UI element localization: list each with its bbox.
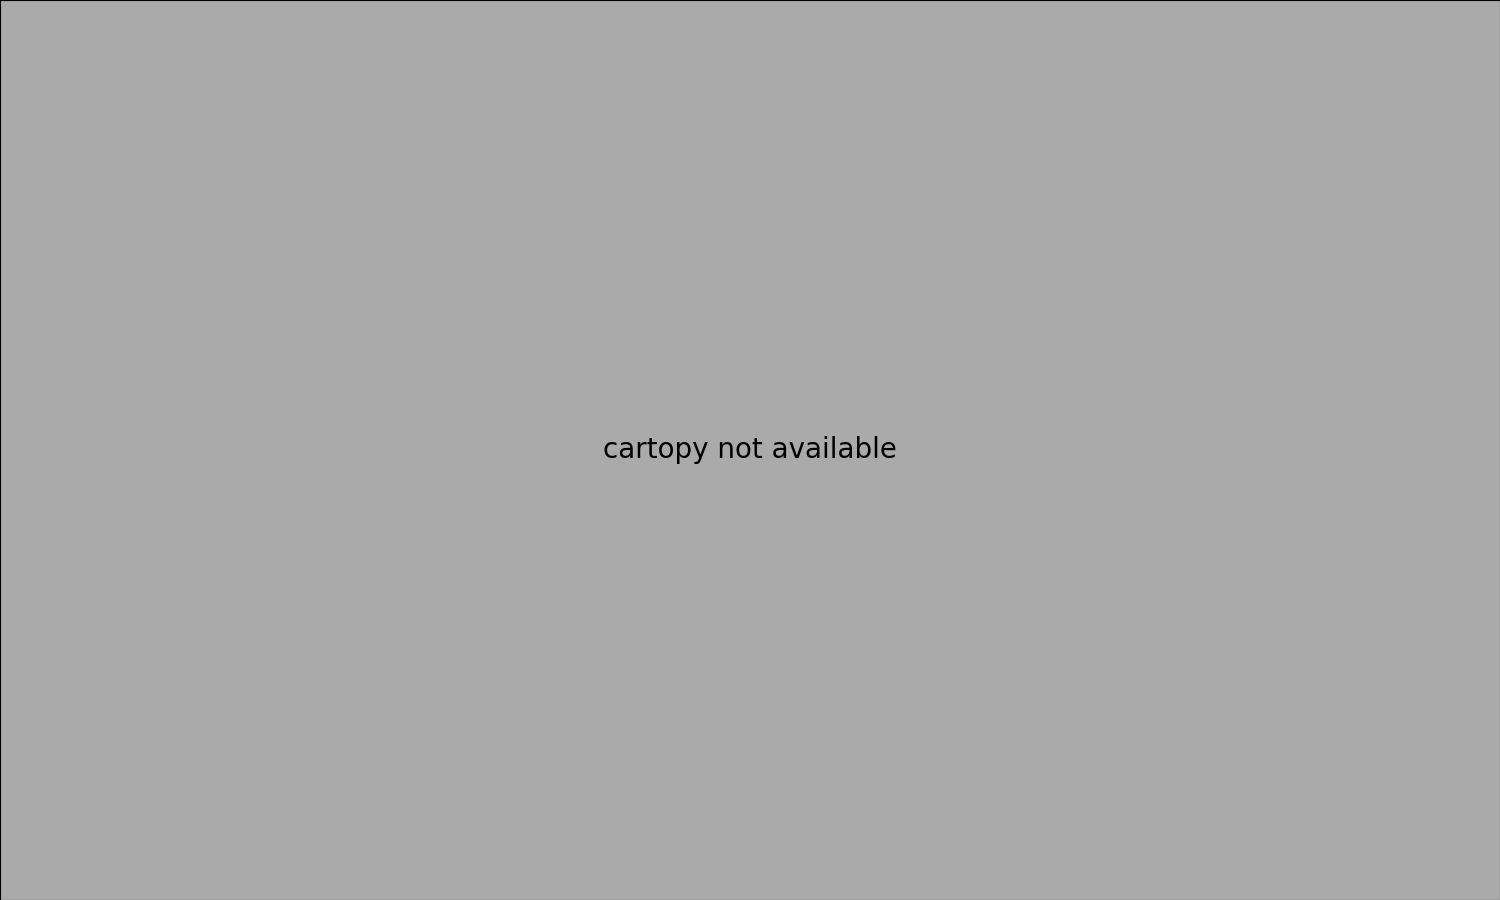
Text: cartopy not available: cartopy not available bbox=[603, 436, 897, 464]
